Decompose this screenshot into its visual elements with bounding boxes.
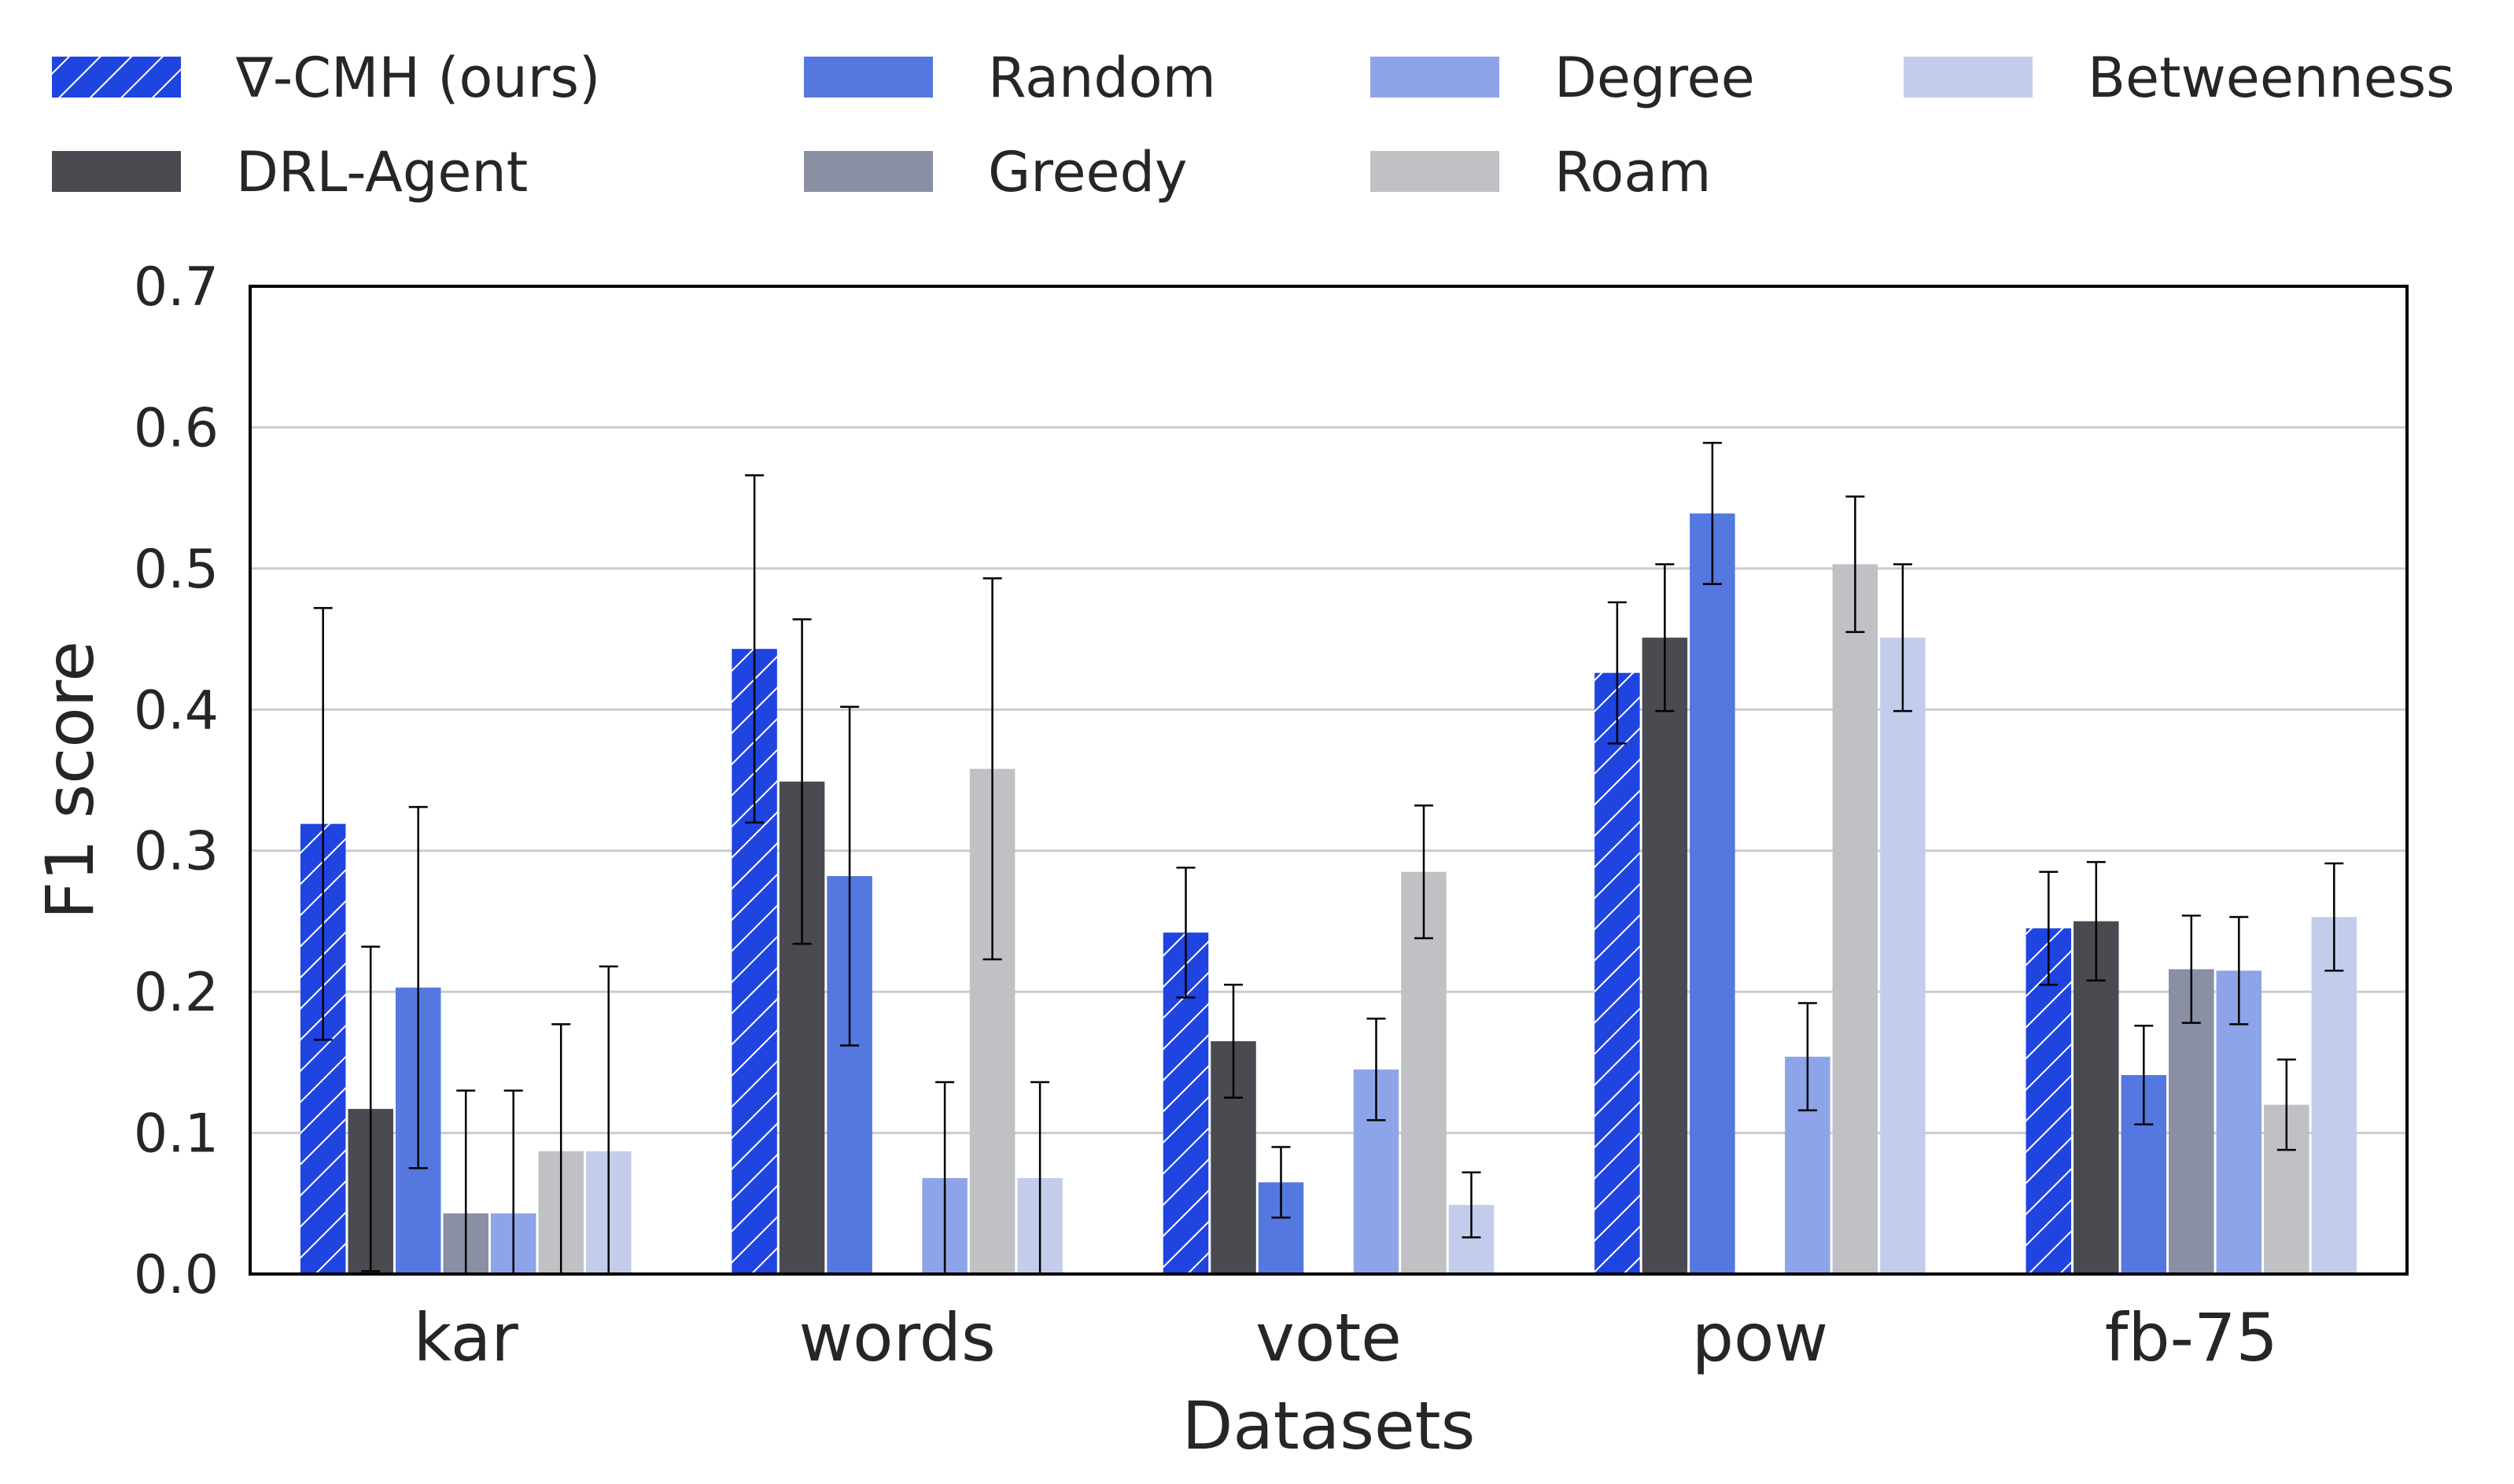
legend-swatch-2: [804, 57, 933, 98]
x-tick-label: fb-75: [2105, 1299, 2278, 1376]
bar-0-3: [1594, 672, 1640, 1274]
legend-label-0: ∇-CMH (ours): [235, 46, 600, 110]
legend-swatch-3: [804, 151, 933, 192]
legend-swatch-0: [52, 57, 181, 98]
plot-frame: [249, 285, 2409, 1276]
y-tick-label: 0.7: [134, 256, 219, 319]
legend-label-1: DRL-Agent: [236, 140, 528, 204]
x-axis-label: Datasets: [1182, 1387, 1476, 1464]
legend-swatch-4: [1370, 57, 1499, 98]
legend-swatch-1: [52, 151, 181, 192]
bar-1-3: [1642, 637, 1688, 1274]
legend-label-4: Degree: [1554, 46, 1755, 110]
bar-2-3: [1690, 513, 1735, 1274]
y-tick-label: 0.0: [134, 1244, 219, 1306]
bar-0-4: [2026, 928, 2072, 1274]
legend-swatch-5: [1370, 151, 1499, 192]
bar-5-3: [1832, 564, 1878, 1274]
legend-swatch-6: [1904, 57, 2033, 98]
bar-6-3: [1880, 637, 1926, 1274]
bar-6-4: [2311, 917, 2357, 1274]
x-tick-label: pow: [1692, 1299, 1828, 1376]
legend-label-2: Random: [988, 46, 1216, 110]
y-tick-labels: 0.0 0.1 0.2 0.3 0.4 0.5 0.6 0.7: [134, 256, 219, 1306]
y-tick-label: 0.3: [134, 821, 219, 883]
x-tick-labels: kar words vote pow fb-75: [414, 1299, 2278, 1376]
x-tick-label: kar: [414, 1299, 519, 1376]
x-tick-label: words: [798, 1299, 995, 1376]
legend-label-6: Betweenness: [2088, 46, 2455, 110]
y-tick-label: 0.1: [134, 1103, 219, 1165]
x-tick-label: vote: [1255, 1299, 1402, 1376]
y-axis-label: F1 score: [31, 641, 109, 919]
y-tick-label: 0.2: [134, 962, 219, 1024]
legend-label-3: Greedy: [988, 140, 1187, 204]
legend-label-5: Roam: [1554, 140, 1711, 204]
y-tick-label: 0.6: [134, 397, 219, 459]
y-tick-label: 0.5: [134, 539, 219, 601]
legend: ∇-CMH (ours) DRL-Agent Random Greedy Degree R…: [52, 46, 2455, 204]
y-tick-label: 0.4: [134, 679, 219, 742]
